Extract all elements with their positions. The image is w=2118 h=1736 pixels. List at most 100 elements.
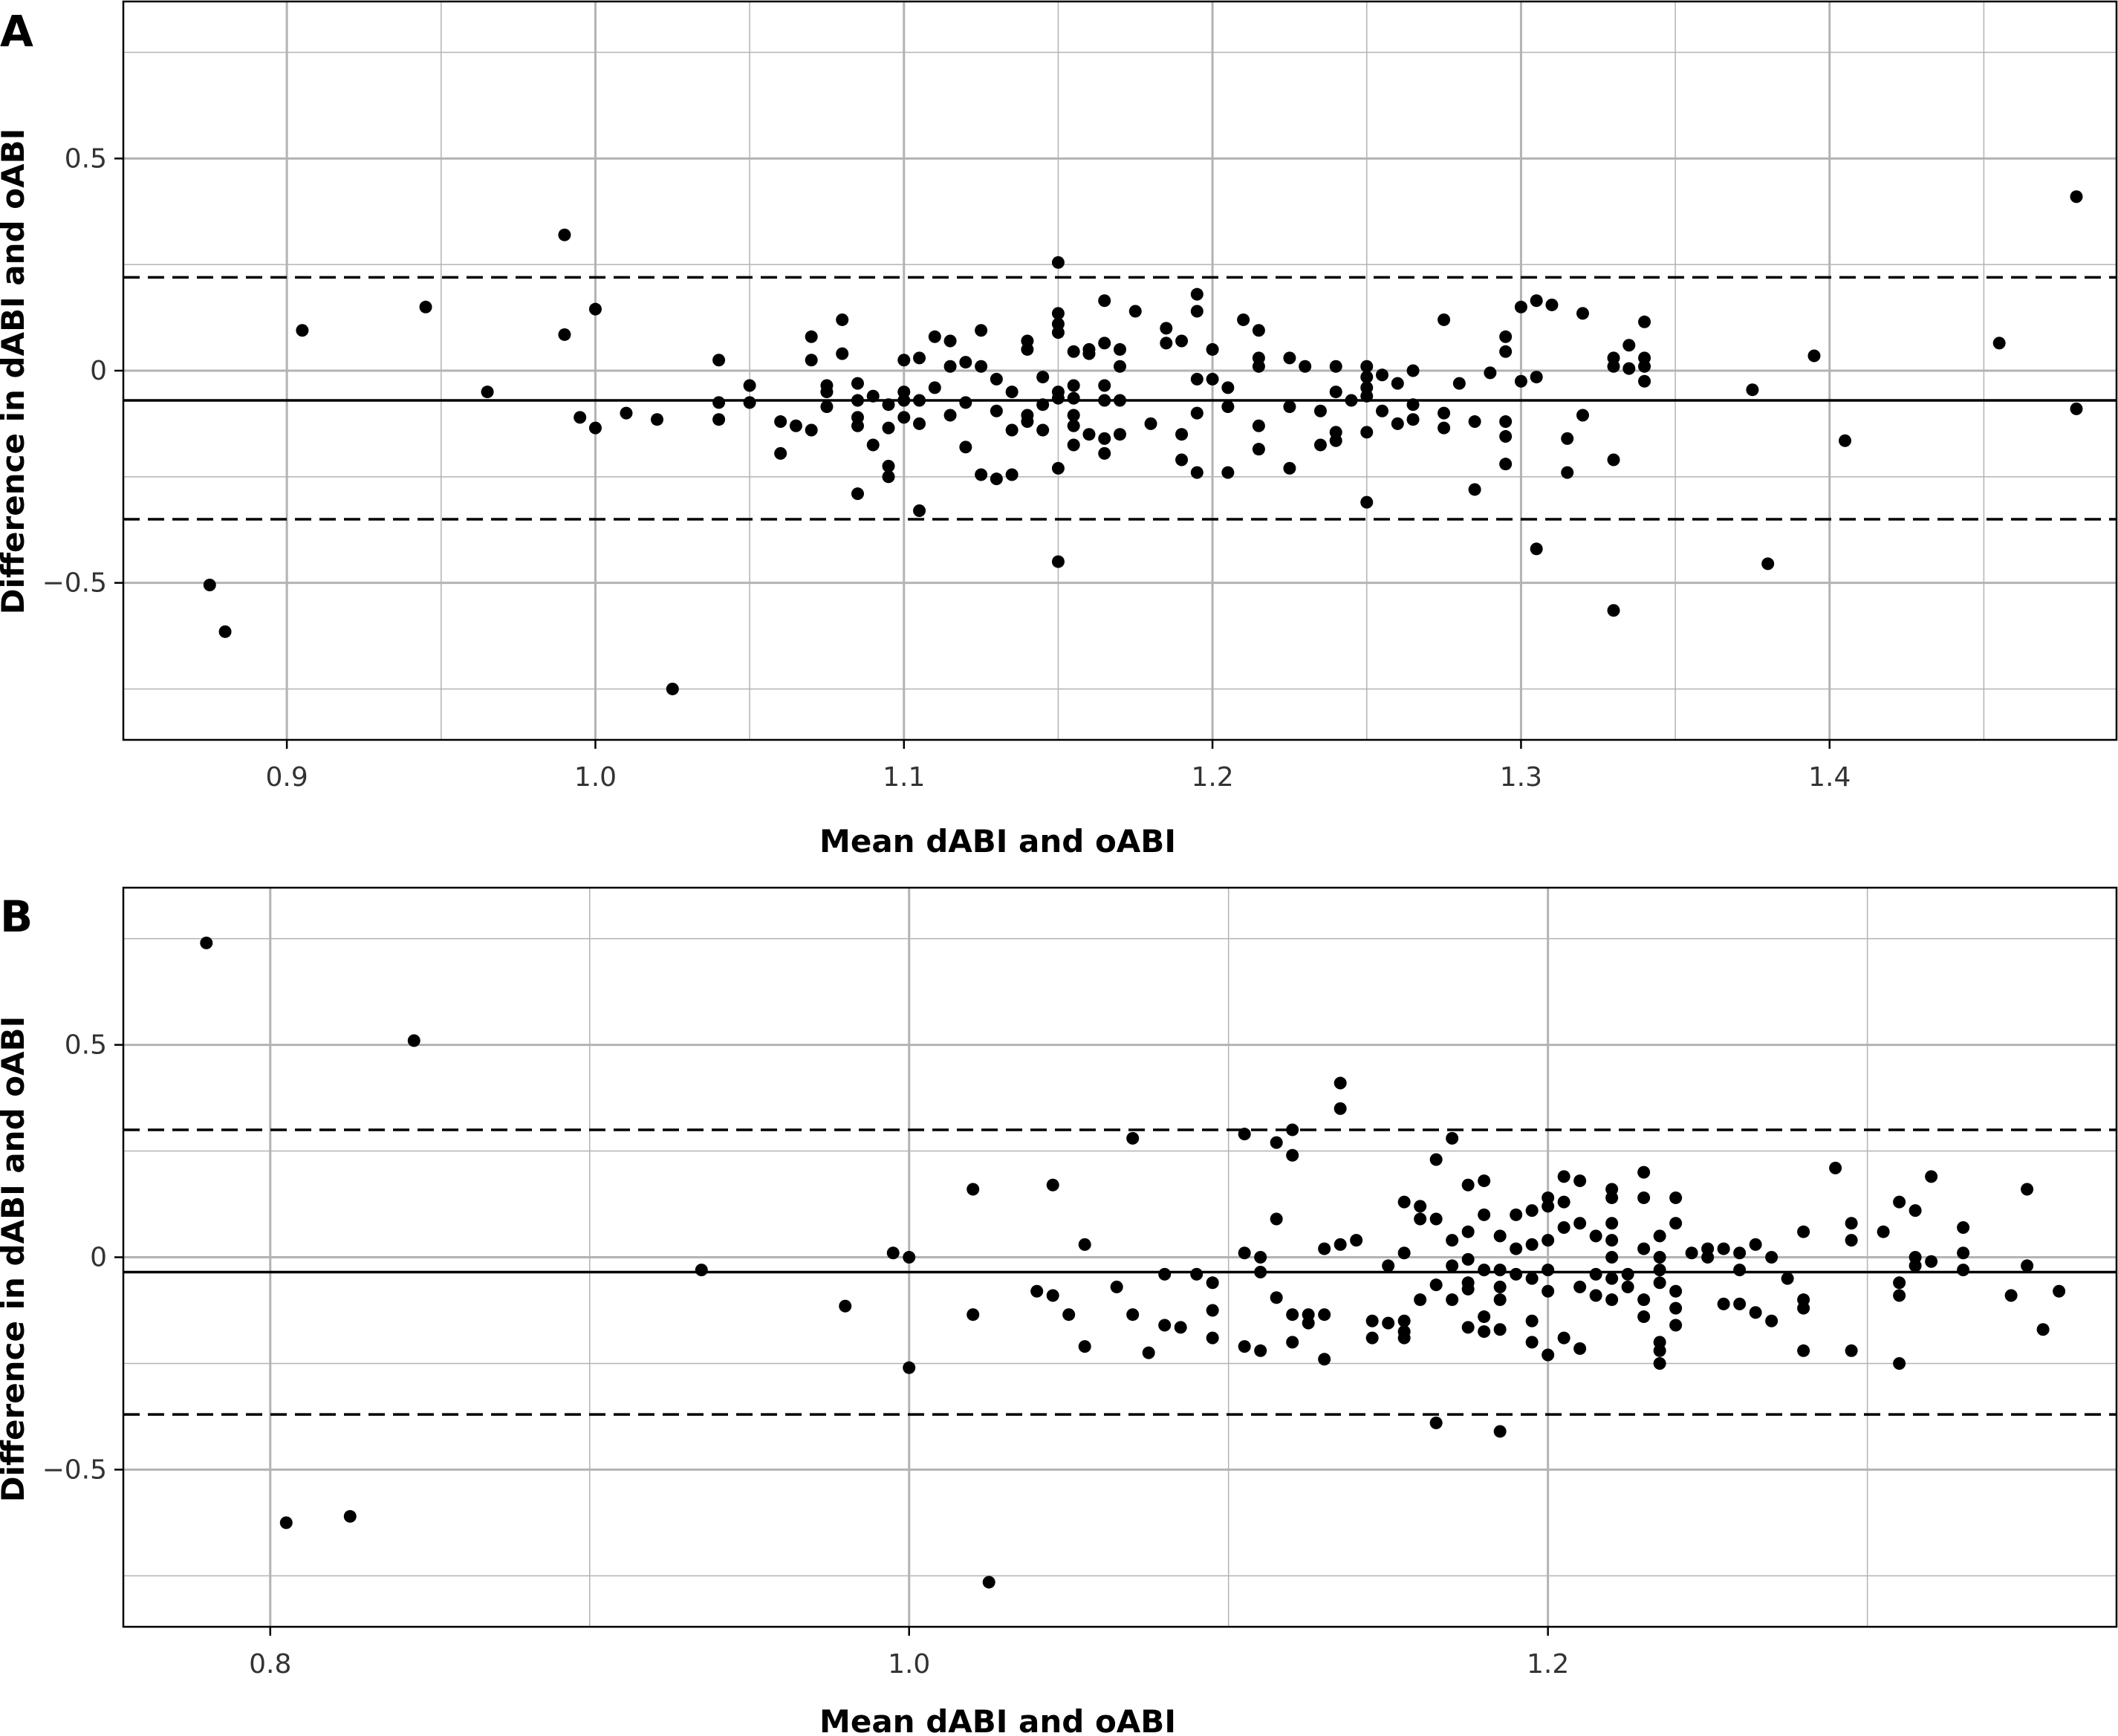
- data-point: [1893, 1356, 1906, 1370]
- data-point: [1175, 334, 1189, 348]
- data-point: [558, 228, 571, 241]
- data-point: [1653, 1251, 1666, 1264]
- data-point: [1525, 1238, 1539, 1251]
- data-point: [1499, 458, 1513, 471]
- data-point: [1765, 1314, 1778, 1327]
- data-point: [1067, 391, 1080, 405]
- data-point: [1589, 1229, 1602, 1243]
- data-point: [1126, 1131, 1140, 1145]
- data-point: [1446, 1259, 1459, 1272]
- data-point: [903, 1361, 916, 1374]
- data-point: [1957, 1264, 1970, 1277]
- data-point: [588, 421, 602, 435]
- data-point: [1414, 1293, 1427, 1307]
- data-point: [990, 404, 1003, 417]
- data-point: [1499, 430, 1513, 443]
- data-point: [1557, 1195, 1570, 1209]
- data-point: [1781, 1272, 1794, 1285]
- data-point: [882, 421, 895, 435]
- data-point: [1110, 1281, 1123, 1294]
- data-point: [839, 1299, 852, 1313]
- data-point: [1925, 1170, 1938, 1183]
- data-point: [903, 1251, 916, 1264]
- data-point: [1605, 1293, 1619, 1307]
- data-point: [712, 413, 726, 426]
- data-point: [1318, 1308, 1331, 1321]
- data-point: [1499, 415, 1513, 429]
- data-point: [959, 440, 972, 454]
- data-point: [1252, 443, 1265, 456]
- data-point: [959, 356, 972, 369]
- data-point: [913, 417, 926, 430]
- data-point: [1746, 383, 1759, 397]
- data-point: [774, 446, 787, 460]
- data-point: [1893, 1276, 1906, 1290]
- data-point: [1414, 1212, 1427, 1226]
- data-point: [1005, 468, 1019, 481]
- data-point: [928, 330, 941, 343]
- x-tick-label: 1.0: [574, 762, 617, 793]
- data-point: [851, 394, 864, 407]
- data-point: [1573, 1342, 1587, 1355]
- data-point: [1576, 307, 1589, 320]
- data-point: [1313, 404, 1327, 417]
- x-tick-label: 0.9: [265, 762, 308, 793]
- data-point: [1021, 415, 1034, 429]
- data-point: [1221, 381, 1235, 394]
- data-point: [2070, 190, 2083, 204]
- data-point: [913, 504, 926, 518]
- data-point: [1286, 1123, 1299, 1137]
- data-point: [1637, 1310, 1651, 1324]
- data-point: [1429, 1153, 1443, 1166]
- data-point: [1005, 386, 1019, 399]
- data-point: [419, 300, 432, 313]
- data-point: [1452, 377, 1466, 390]
- data-point: [1252, 360, 1265, 373]
- data-point: [1925, 1255, 1938, 1268]
- data-point: [1438, 421, 1451, 435]
- data-point: [1365, 1314, 1379, 1327]
- data-point: [1067, 379, 1080, 392]
- data-point: [218, 625, 232, 638]
- data-point: [1221, 466, 1235, 479]
- data-point: [1397, 1331, 1411, 1345]
- data-point: [1499, 345, 1513, 358]
- data-point: [1051, 461, 1065, 475]
- data-point: [1478, 1310, 1491, 1324]
- data-point: [1653, 1356, 1666, 1370]
- data-point: [574, 411, 587, 424]
- data-point: [1607, 604, 1620, 617]
- data-point: [789, 419, 802, 432]
- data-point: [1669, 1284, 1683, 1298]
- data-point: [743, 379, 756, 392]
- data-point: [805, 354, 818, 367]
- data-point: [1638, 315, 1651, 328]
- data-point: [967, 1308, 980, 1321]
- data-point: [1493, 1293, 1507, 1307]
- data-point: [1845, 1344, 1858, 1357]
- y-tick-label: −0.5: [42, 1454, 107, 1485]
- data-point: [1653, 1276, 1666, 1290]
- panel-label-b: B: [0, 891, 33, 942]
- data-point: [820, 386, 834, 399]
- data-point: [913, 394, 926, 407]
- data-point: [1653, 1229, 1666, 1243]
- data-point: [1126, 1308, 1140, 1321]
- data-point: [1067, 409, 1080, 422]
- data-point: [1478, 1208, 1491, 1221]
- data-point: [1605, 1217, 1619, 1230]
- data-point: [836, 347, 849, 360]
- x-axis-label-b: Mean dABI and oABI: [819, 1703, 1176, 1736]
- x-tick-label: 1.4: [1808, 762, 1851, 793]
- y-axis-ticks-b: −0.5 0 0.5: [42, 1030, 123, 1485]
- data-point: [588, 302, 602, 316]
- data-point: [1607, 453, 1620, 466]
- data-point: [1406, 413, 1420, 426]
- data-point: [1542, 1284, 1555, 1298]
- data-point: [1206, 1331, 1219, 1345]
- data-point: [1299, 360, 1312, 373]
- data-point: [1036, 423, 1050, 437]
- x-tick-label: 1.2: [1527, 1649, 1569, 1680]
- data-point: [2053, 1284, 2066, 1298]
- data-point: [1190, 466, 1203, 479]
